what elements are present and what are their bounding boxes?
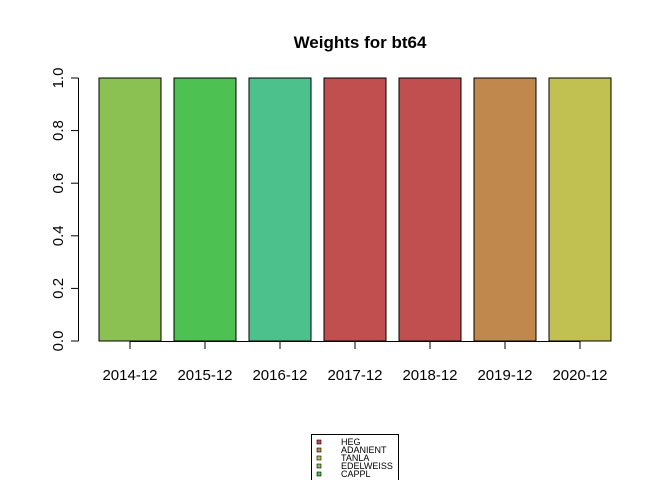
legend-swatch	[316, 447, 322, 453]
x-tick-label: 2017-12	[327, 367, 382, 384]
bar-2017-12	[323, 77, 387, 342]
x-tick-label: 2020-12	[552, 367, 607, 384]
legend-swatch	[316, 471, 322, 477]
legend-label: TANLA	[341, 453, 369, 463]
x-axis: 2014-12 2015-12 2016-12 2017-12 2018-12 2019-…	[102, 341, 608, 384]
legend-label: EDELWEISS	[341, 461, 393, 471]
bar-2019-12	[473, 77, 537, 342]
legend-label: HEG	[341, 437, 361, 447]
x-tick-label: 2018-12	[402, 367, 457, 384]
y-tick-label: 0.0	[50, 331, 67, 352]
y-tick-label: 0.6	[50, 173, 67, 194]
x-tick-label: 2015-12	[177, 367, 232, 384]
bar-2014-12	[98, 77, 162, 342]
y-tick-label: 0.8	[50, 120, 67, 141]
y-tick-label: 1.0	[50, 68, 67, 89]
legend-box	[311, 434, 399, 480]
y-tick-label: 0.2	[50, 278, 67, 299]
bar-2020-12	[548, 77, 612, 342]
chart-title: Weights for bt64	[294, 33, 427, 52]
bar-2015-12	[173, 77, 237, 342]
x-tick-label: 2016-12	[252, 367, 307, 384]
bar-2016-12	[248, 77, 312, 342]
y-tick-label: 0.4	[50, 225, 67, 246]
x-tick-label: 2014-12	[102, 367, 157, 384]
x-tick-label: 2019-12	[477, 367, 532, 384]
legend-label: CAPPL	[341, 469, 371, 479]
legend-swatch	[316, 463, 322, 469]
y-axis: 0.0 0.2 0.4 0.6 0.8 1.0	[50, 68, 79, 352]
bar-2018-12	[398, 77, 462, 342]
legend-label: ADANIENT	[341, 445, 387, 455]
legend-swatch	[316, 455, 322, 461]
bars-group	[98, 77, 612, 342]
legend-swatch	[316, 439, 322, 445]
